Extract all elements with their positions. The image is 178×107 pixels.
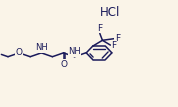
Text: O: O xyxy=(16,48,23,57)
Text: O: O xyxy=(60,60,67,69)
Text: F: F xyxy=(111,41,116,50)
Text: NH: NH xyxy=(68,47,81,56)
Text: F: F xyxy=(97,24,102,33)
Text: F: F xyxy=(115,34,120,43)
Text: HCl: HCl xyxy=(100,6,121,19)
Text: NH: NH xyxy=(35,43,48,52)
